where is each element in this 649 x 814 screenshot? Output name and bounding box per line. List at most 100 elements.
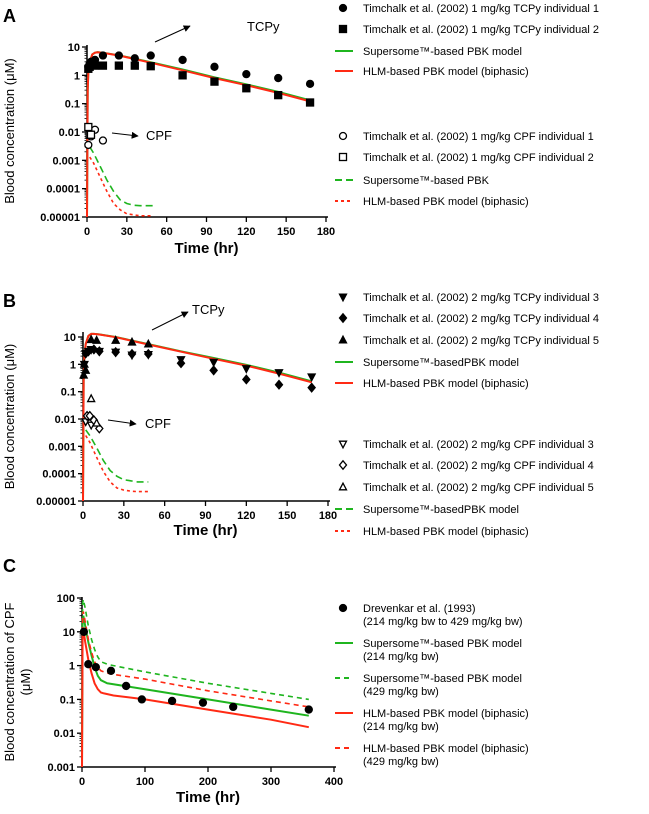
x-axis-label: Time (hr): [175, 240, 239, 257]
series-line-4: [81, 611, 309, 768]
annotation-arrow: [151, 311, 189, 331]
annotation-label: CPF: [145, 416, 171, 431]
annotation-arrow: [154, 25, 191, 43]
x-tick-label: 180: [317, 226, 335, 238]
y-tick-label: 1: [70, 359, 76, 371]
data-point: [86, 130, 96, 139]
y-tick-label: 0.01: [54, 728, 75, 740]
legend-marker: [338, 3, 348, 13]
legend: Timchalk et al. (2002) 1 mg/kg TCPy indi…: [335, 3, 599, 208]
legend-label: Supersome™-based PBK model: [363, 673, 522, 685]
data-point: [304, 705, 313, 714]
x-tick-label: 100: [136, 776, 154, 788]
y-tick-label: 10: [64, 332, 76, 344]
data-point: [111, 346, 121, 358]
x-tick-label: 400: [325, 776, 343, 788]
panel-C: C 0.001 0.01 0.1 1 10 100 0 100 200 300 400 Time (hr…: [2, 556, 529, 806]
data-point: [92, 417, 102, 427]
data-point: [274, 379, 284, 390]
y-tick-label: 100: [57, 593, 75, 605]
legend-label-sub: (214 mg/kg bw): [363, 721, 439, 733]
data-point: [146, 62, 155, 71]
x-axis-label: Time (hr): [174, 522, 238, 539]
data-point: [86, 393, 96, 403]
data-point: [241, 365, 251, 374]
legend-marker: [338, 152, 348, 162]
annotation-label: CPF: [146, 128, 172, 143]
x-tick-label: 120: [237, 226, 255, 238]
data-point: [242, 70, 251, 79]
y-tick-label: 1: [74, 70, 80, 82]
legend-label: HLM-based PBK model (biphasic): [363, 708, 529, 720]
legend-marker: [338, 131, 348, 141]
panel-B: B 0.00001 0.0001 0.001 0.01 0.1 1 10 0 30 60 90 120 1…: [2, 291, 599, 539]
data-point: [84, 660, 93, 669]
series-line-2: [81, 599, 309, 768]
legend-label: HLM-based PBK model (biphasic): [363, 196, 529, 208]
legend-marker: [338, 603, 348, 613]
y-axis-label-unit: (μM): [18, 669, 33, 696]
legend-marker: [338, 459, 348, 471]
legend-label: Supersome™-based PBK model: [363, 46, 522, 58]
data-point: [127, 336, 137, 346]
data-point: [106, 666, 116, 675]
data-point: [210, 62, 219, 71]
data-point: [92, 335, 102, 344]
y-tick-label: 10: [63, 627, 75, 639]
data-point: [209, 358, 219, 368]
x-tick-label: 150: [278, 510, 296, 522]
series-line-1: [81, 615, 309, 768]
panel-label: B: [3, 291, 16, 311]
y-tick-label: 0.00001: [40, 212, 80, 224]
annotation-arrow: [111, 131, 139, 139]
data-point: [305, 98, 315, 107]
legend-marker: [338, 24, 348, 34]
legend-label: Timchalk et al. (2002) 1 mg/kg TCPy indi…: [363, 3, 599, 15]
data-point: [178, 55, 187, 65]
y-tick-label: 0.1: [60, 694, 75, 706]
y-axis-label: Blood concentration of CPF: [2, 602, 17, 761]
x-tick-label: 60: [161, 226, 173, 238]
legend: Timchalk et al. (2002) 2 mg/kg TCPy indi…: [335, 292, 599, 538]
x-tick-label: 0: [84, 226, 90, 238]
data-point: [198, 698, 208, 707]
annotation-label: TCPy: [247, 19, 280, 34]
legend-label: Supersome™-basedPBK model: [363, 357, 519, 369]
data-point: [305, 79, 315, 89]
data-point: [91, 662, 101, 672]
legend-label: Timchalk et al. (2002) 2 mg/kg TCPy indi…: [363, 335, 599, 347]
data-point: [114, 51, 124, 60]
legend-label: Supersome™-based PBK: [363, 175, 490, 187]
data-point: [86, 334, 96, 344]
data-point: [307, 382, 317, 393]
y-tick-label: 0.001: [52, 155, 80, 167]
legend-label: Drevenkar et al. (1993): [363, 603, 476, 615]
legend-marker: [338, 440, 348, 450]
y-tick-label: 0.0001: [42, 469, 76, 481]
series-line-9: [85, 435, 149, 493]
data-point: [114, 61, 124, 70]
x-tick-label: 0: [80, 510, 86, 522]
data-point: [176, 357, 186, 369]
x-tick-label: 150: [277, 226, 295, 238]
data-point: [241, 374, 251, 385]
data-point: [146, 51, 155, 60]
x-tick-label: 200: [199, 776, 217, 788]
data-point: [111, 335, 121, 344]
x-tick-label: 90: [200, 226, 212, 238]
data-point: [242, 84, 251, 93]
data-point: [90, 61, 100, 70]
data-point: [274, 90, 283, 100]
data-point: [137, 695, 147, 704]
data-point: [274, 73, 283, 83]
data-point: [98, 51, 108, 60]
y-tick-label: 0.001: [47, 762, 75, 774]
data-point: [229, 702, 238, 712]
legend-label: Timchalk et al. (2002) 1 mg/kg TCPy indi…: [363, 24, 599, 36]
legend-label: Timchalk et al. (2002) 2 mg/kg CPF indiv…: [363, 439, 594, 451]
legend-label: Timchalk et al. (2002) 2 mg/kg TCPy indi…: [363, 313, 599, 325]
legend-label: Timchalk et al. (2002) 2 mg/kg CPF indiv…: [363, 482, 594, 494]
legend-label-sub: (214 mg/kg bw to 429 mg/kg bw): [363, 616, 523, 628]
legend-label: Timchalk et al. (2002) 2 mg/kg TCPy indi…: [363, 292, 599, 304]
data-point: [274, 369, 284, 378]
